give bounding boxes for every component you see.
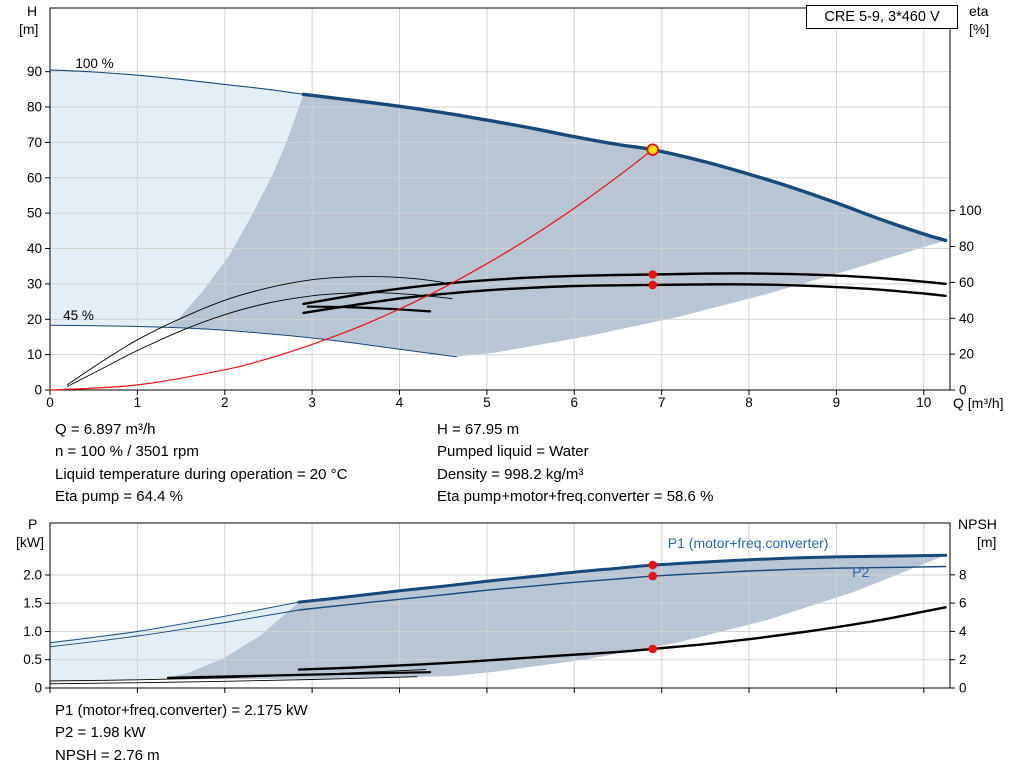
tick-label: 0	[34, 681, 42, 696]
operating-point-dot[interactable]	[648, 644, 657, 654]
speed-100pct-thin-curve	[49, 69, 304, 95]
tick-label: 5	[483, 395, 491, 410]
info-line-h: H = 67.95 m	[437, 421, 520, 438]
tick-label: 40	[959, 311, 974, 326]
p-axis-unit: [kW]	[16, 534, 44, 550]
tick-label: 4	[396, 395, 404, 410]
p1-curve	[297, 553, 948, 604]
tick-label: 9	[833, 395, 841, 410]
info-line-eta-total: Eta pump+motor+freq.converter = 58.6 %	[437, 487, 714, 505]
eta-reduced-speed-curve-2	[67, 292, 453, 387]
p1-reduced-speed-line	[49, 601, 300, 644]
plot-border	[49, 7, 951, 391]
tick-label: 40	[27, 241, 42, 256]
tick-label: 3	[308, 395, 316, 410]
tick-label: 2	[221, 395, 229, 410]
tick-label: 70	[27, 135, 42, 150]
power-npsh-chart[interactable]: 0 0.5 1.0 1.5 2.0 0 2 4 6 8 P1 (motor+freq.convert…	[0, 515, 1024, 701]
eta-axis-label: eta	[969, 3, 989, 19]
tick-label: 100	[959, 203, 982, 218]
region-allowed-low-speed	[50, 69, 304, 330]
tick-label: 60	[27, 170, 42, 185]
tick-label: 6	[571, 395, 579, 410]
tick-label: 20	[27, 312, 42, 327]
h-axis-label: H	[27, 3, 38, 19]
info-line-p1: P1 (motor+freq.converter) = 2.175 kW	[55, 702, 308, 719]
npsh-min-speed-segment	[166, 671, 432, 679]
eta-pump-curve	[302, 272, 947, 306]
duty-info-left: Q = 6.897 m³/h n = 100 % / 3501 rpm Liqu…	[55, 419, 347, 508]
pump-model-badge: CRE 5-9, 3*460 V	[806, 5, 958, 29]
tick-label: 1.0	[23, 624, 42, 639]
p2-reduced-speed-line	[49, 609, 300, 648]
pump-curve-100pct	[301, 92, 948, 243]
system-curve	[49, 149, 654, 391]
p2-curve	[298, 565, 947, 611]
q-axis-label: Q [m³/h]	[953, 395, 1004, 411]
info-line-density: Density = 998.2 kg/m³	[437, 465, 584, 483]
npsh-axis-unit: [m]	[977, 534, 997, 550]
p2-curve-label: P2	[852, 564, 869, 580]
tick-label: 6	[959, 596, 967, 611]
tick-label: 0.5	[23, 652, 42, 667]
info-line-q: Q = 6.897 m³/h	[55, 421, 156, 438]
duty-info-right: H = 67.95 m Pumped liquid = Water Densit…	[437, 419, 713, 508]
tick-label: 1	[134, 395, 142, 410]
eta-axis-unit: [%]	[969, 21, 990, 37]
tick-label: 30	[27, 276, 42, 291]
info-line-npsh: NPSH = 2.76 m	[55, 746, 160, 764]
tick-label: 8	[959, 567, 967, 582]
region-control-envelope	[163, 94, 946, 357]
tick-label: 80	[959, 239, 974, 254]
speed-100-label: 100 %	[75, 56, 113, 71]
npsh-reduced-line-2	[49, 676, 418, 685]
npsh-axis-label: NPSH	[958, 516, 997, 532]
region-power-envelope	[161, 555, 946, 680]
p1-curve-label: P1 (motor+freq.converter)	[668, 535, 829, 551]
hq-curve-chart[interactable]: 0 1 2 3 4 5 6 7 8 9 100102030405060708090020406080…	[0, 0, 1024, 414]
power-info: P1 (motor+freq.converter) = 2.175 kW P2 …	[55, 700, 308, 767]
tick-label: 1.5	[23, 596, 42, 611]
tick-label: 20	[959, 347, 974, 362]
tick-label: 0	[959, 681, 967, 696]
speed-45-label: 45 %	[63, 308, 94, 323]
tick-label: 2.0	[23, 567, 42, 582]
info-line-liquid: Pumped liquid = Water	[437, 443, 589, 461]
info-line-n: n = 100 % / 3501 rpm	[55, 443, 199, 461]
tick-label: 0	[46, 395, 54, 410]
tick-label: 4	[959, 624, 967, 639]
tick-label: 7	[658, 395, 666, 410]
eta-min-speed-segment	[306, 305, 432, 313]
eta-total-curve	[302, 283, 947, 315]
info-line-p2: P2 = 1.98 kW	[55, 724, 146, 742]
tick-label: 90	[27, 64, 42, 79]
tick-label: 60	[959, 275, 974, 290]
speed-45pct-curve	[49, 324, 457, 358]
p-axis-label: P	[28, 516, 38, 532]
operating-point-dot[interactable]	[648, 280, 657, 290]
tick-label: 50	[27, 206, 42, 221]
duty-point[interactable]	[646, 143, 659, 156]
operating-point-dot[interactable]	[648, 560, 657, 570]
tick-label: 0	[959, 383, 967, 398]
tick-label: 2	[959, 652, 967, 667]
h-axis-unit: [m]	[19, 21, 39, 37]
npsh-curve	[297, 606, 947, 671]
info-line-temp: Liquid temperature during operation = 20…	[55, 465, 348, 483]
plot-border	[49, 522, 951, 689]
info-line-eta-pump: Eta pump = 64.4 %	[55, 487, 183, 505]
operating-point-dot[interactable]	[648, 571, 657, 581]
region-power-low-speed	[50, 602, 299, 683]
operating-point-dot[interactable]	[648, 270, 657, 279]
eta-reduced-speed-curve-1	[67, 276, 444, 386]
tick-label: 0	[34, 383, 42, 398]
tick-label: 10	[27, 347, 42, 362]
tick-label: 10	[916, 395, 931, 410]
tick-label: 80	[27, 100, 42, 115]
tick-label: 8	[745, 395, 753, 410]
